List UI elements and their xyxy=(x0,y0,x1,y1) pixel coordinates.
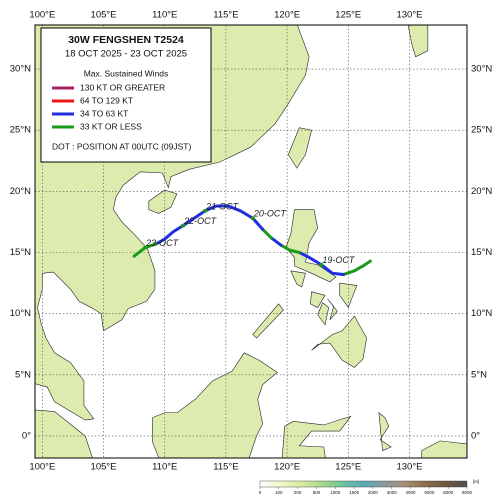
landmass xyxy=(327,298,338,320)
landmass xyxy=(287,127,312,169)
lat-tick-label: 25°N xyxy=(471,125,492,136)
position-dot xyxy=(319,262,324,267)
date-label: 23-OCT xyxy=(145,238,180,248)
lat-tick-label: 30°N xyxy=(471,64,492,75)
colorbar-label: 1500 xyxy=(349,490,360,495)
position-dot xyxy=(181,223,186,228)
lat-tick-label: 20°N xyxy=(10,186,31,197)
lon-tick-label: 105°E xyxy=(91,10,117,21)
lon-tick-label: 115°E xyxy=(213,462,238,473)
lat-tick-label: 20°N xyxy=(471,186,492,197)
landmass xyxy=(378,412,392,452)
colorbar-label: 6000 xyxy=(443,490,454,495)
landmass xyxy=(281,415,352,458)
lon-tick-label: 110°E xyxy=(152,462,177,473)
lon-tick-label: 125°E xyxy=(335,462,361,473)
position-dot xyxy=(250,216,255,221)
landmass xyxy=(421,440,467,458)
lon-tick-label: 110°E xyxy=(152,10,177,21)
lat-tick-label: 0° xyxy=(22,430,31,441)
dot-note: DOT : POSITION AT 00UTC (09JST) xyxy=(52,141,192,151)
landmass xyxy=(407,25,429,58)
legend-label: 34 TO 63 KT xyxy=(80,108,128,118)
subtitle: 18 OCT 2025 - 23 OCT 2025 xyxy=(65,49,187,60)
lat-tick-label: 25°N xyxy=(10,125,31,136)
lat-tick-label: 30°N xyxy=(10,64,31,75)
lat-tick-label: 10°N xyxy=(471,308,492,319)
legend-label: 33 KT OR LESS xyxy=(80,121,142,131)
lon-tick-label: 130°E xyxy=(396,10,422,21)
lon-tick-label: 130°E xyxy=(396,462,422,473)
track-segment xyxy=(269,236,283,247)
lat-tick-label: 5°N xyxy=(15,369,31,380)
colorbar-label: 3000 xyxy=(387,490,398,495)
position-dot xyxy=(203,208,208,213)
lon-tick-label: 125°E xyxy=(335,10,361,21)
date-label: 22-OCT xyxy=(183,216,218,226)
legend: 30W FENGSHEN T2524 18 OCT 2025 - 23 OCT … xyxy=(40,27,212,163)
lon-tick-label: 120°E xyxy=(274,462,300,473)
lon-tick-label: 120°E xyxy=(274,10,300,21)
track-segment xyxy=(279,243,301,255)
lat-tick-label: 10°N xyxy=(10,308,31,319)
lat-tick-label: 0° xyxy=(471,430,480,441)
colorbar-label: 4000 xyxy=(406,490,417,495)
lon-tick-label: 105°E xyxy=(91,462,117,473)
colorbar-label: 500 xyxy=(313,490,321,495)
colorbar-label: 200 xyxy=(294,490,302,495)
lat-tick-label: 15°N xyxy=(10,247,31,258)
map-frame xyxy=(34,24,468,459)
lon-tick-label: 115°E xyxy=(213,10,238,21)
legend-label: 64 TO 129 KT xyxy=(80,95,133,105)
lon-tick-label: 100°E xyxy=(29,462,55,473)
colorbar-label: 1000 xyxy=(330,490,341,495)
legend-heading: Max. Sustained Winds xyxy=(84,68,169,78)
track-segment xyxy=(341,259,372,277)
track: 19-OCT 20-OCT 21-OCT 22-OCT 23-OCT xyxy=(132,201,372,277)
track-segment xyxy=(261,227,273,240)
lat-tick-label: 15°N xyxy=(471,247,492,258)
grid xyxy=(35,25,467,458)
colorbar-unit: [m] xyxy=(473,479,479,484)
legend-label: 130 KT OR GREATER xyxy=(80,82,165,92)
date-label: 20-OCT xyxy=(253,209,288,219)
colorbar-label: 2000 xyxy=(368,490,379,495)
colorbar-label: 5000 xyxy=(424,490,435,495)
landmass xyxy=(310,291,326,308)
colorbar-label: 100 xyxy=(275,490,283,495)
landmass xyxy=(311,315,367,368)
lat-tick-label: 5°N xyxy=(471,369,487,380)
landmass xyxy=(290,270,306,288)
colorbar-scale xyxy=(259,480,468,488)
lon-tick-label: 100°E xyxy=(29,10,55,21)
landmass xyxy=(152,352,278,458)
colorbar-label: 0 xyxy=(259,490,262,495)
colorbar: [m] 0 100 200 500 1000 1500 2000 3000 4000 5000 60… xyxy=(259,479,480,495)
landmass xyxy=(252,303,284,339)
legend-box xyxy=(40,27,212,163)
title: 30W FENGSHEN T2524 xyxy=(68,34,184,46)
colorbar-label: 8000 xyxy=(462,490,473,495)
position-dot xyxy=(143,245,148,250)
date-label: 21-OCT xyxy=(205,201,240,211)
date-label: 19-OCT xyxy=(322,255,356,265)
